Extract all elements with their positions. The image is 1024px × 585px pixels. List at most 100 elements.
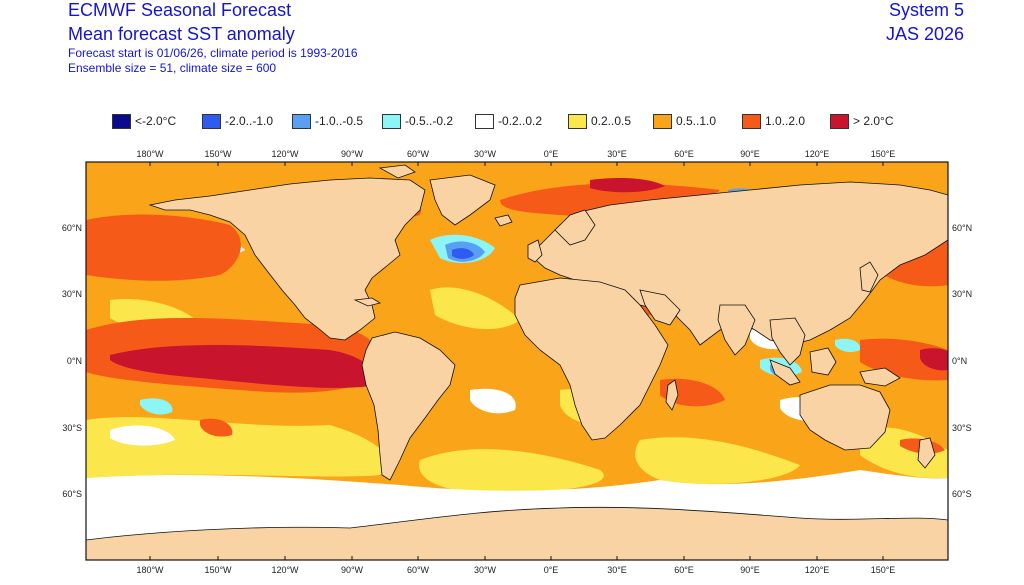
sumatra: [769, 359, 801, 386]
lon-label: 120°W: [271, 149, 299, 159]
legend-item: -0.5..-0.2: [382, 112, 453, 130]
lon-label: 150°E: [871, 149, 896, 159]
lat-label: 0°N: [67, 356, 82, 366]
legend-label: -1.0..-0.5: [315, 114, 364, 128]
japan: [859, 261, 879, 293]
legend-item: <-2.0°C: [112, 112, 176, 130]
borneo: [809, 347, 837, 376]
legend-label: > 2.0°C: [853, 114, 894, 128]
anomaly-neg-2.0-1.0: [452, 248, 474, 259]
lon-label: 0°E: [544, 149, 559, 159]
legend-label: -2.0..-1.0: [225, 114, 274, 128]
lon-label: 90°E: [740, 149, 760, 159]
legend-item: -0.2..0.2: [475, 112, 542, 130]
bottom-ticks: [149, 556, 884, 560]
legend-swatch: [830, 113, 849, 129]
australia: [799, 384, 891, 451]
lon-label: 30°W: [474, 565, 497, 575]
lon-label: 90°W: [341, 565, 364, 575]
lat-labels-right: 60°N 30°N 0°N 30°S 60°S: [952, 223, 972, 499]
legend-label: 0.2..0.5: [591, 114, 632, 128]
lon-labels-top: 180°W 150°W 120°W 90°W 60°W 30°W 0°E 30°…: [136, 149, 895, 159]
lon-label: 150°E: [871, 565, 896, 575]
legend-label: -0.2..0.2: [498, 114, 543, 128]
legend-item: -1.0..-0.5: [292, 112, 363, 130]
legend-swatch: [292, 113, 311, 129]
lon-label: 30°W: [474, 149, 497, 159]
legend-item: 0.5..1.0: [653, 112, 716, 130]
legend-item: -2.0..-1.0: [202, 112, 273, 130]
lat-label: 30°N: [62, 289, 82, 299]
legend-label: <-2.0°C: [135, 114, 177, 128]
period-label: JAS 2026: [885, 24, 964, 44]
legend-swatch: [112, 113, 131, 129]
lon-label: 0°E: [544, 565, 559, 575]
legend-item: 0.2..0.5: [568, 112, 631, 130]
lon-label: 60°E: [674, 565, 694, 575]
lon-label: 90°W: [341, 149, 364, 159]
lat-label: 60°N: [62, 223, 82, 233]
legend-swatch: [475, 113, 494, 129]
map-frame: [85, 161, 949, 561]
lat-label: 0°N: [952, 356, 967, 366]
anomaly-above-2.0: [110, 178, 948, 388]
new-guinea: [859, 367, 901, 387]
legend-swatch: [382, 113, 401, 129]
lat-labels-left: 60°N 30°N 0°N 30°S 60°S: [62, 223, 82, 499]
lon-label: 60°W: [407, 149, 430, 159]
lon-label: 120°E: [805, 565, 830, 575]
southeast-asia: [769, 317, 806, 366]
india: [717, 304, 756, 356]
lon-label: 60°W: [407, 565, 430, 575]
lon-labels-bottom: 180°W 150°W 120°W 90°W 60°W 30°W 0°E 30°…: [136, 565, 895, 575]
page-title: ECMWF Seasonal Forecast: [68, 0, 292, 20]
legend-label: 0.5..1.0: [676, 114, 717, 128]
lat-label: 30°S: [62, 423, 82, 433]
legend-item: 1.0..2.0: [742, 112, 805, 130]
land-masses: [86, 164, 948, 560]
lat-label: 60°N: [952, 223, 972, 233]
legend-label: 1.0..2.0: [765, 114, 806, 128]
lat-label: 60°S: [62, 489, 82, 499]
legend-label: -0.5..-0.2: [405, 114, 454, 128]
arabia: [639, 289, 681, 326]
lat-label: 60°S: [952, 489, 972, 499]
system-block: System 5 JAS 2026: [886, 0, 964, 46]
british-isles: [527, 239, 543, 263]
arctic-islands: [378, 164, 416, 179]
south-america: [361, 331, 456, 481]
lon-label: 180°W: [136, 149, 164, 159]
lat-label: 30°S: [952, 423, 972, 433]
africa: [514, 277, 669, 441]
system-label: System 5: [888, 0, 964, 20]
ensemble-info: Ensemble size = 51, climate size = 600: [68, 61, 277, 75]
top-ticks: [149, 162, 884, 166]
lat-label: 30°N: [952, 289, 972, 299]
legend-swatch: [202, 113, 221, 129]
lon-label: 120°E: [805, 149, 830, 159]
new-zealand: [917, 437, 936, 469]
map-area: [86, 162, 948, 560]
scandinavia: [554, 209, 596, 246]
forecast-info: Forecast start is 01/06/26, climate peri…: [68, 46, 358, 60]
madagascar: [665, 379, 679, 411]
lon-label: 150°W: [204, 565, 232, 575]
lon-label: 120°W: [271, 565, 299, 575]
lon-label: 60°E: [674, 149, 694, 159]
antarctica: [86, 506, 948, 560]
title-block: ECMWF Seasonal Forecast Mean forecast SS…: [68, 0, 358, 76]
lon-label: 90°E: [740, 565, 760, 575]
lon-label: 180°W: [136, 565, 164, 575]
greenland: [429, 174, 496, 226]
iceland: [494, 214, 513, 227]
lon-label: 30°E: [607, 149, 627, 159]
page-subtitle: Mean forecast SST anomaly: [68, 24, 295, 44]
legend-swatch: [568, 113, 587, 129]
legend-swatch: [653, 113, 672, 129]
lon-label: 30°E: [607, 565, 627, 575]
cuba: [353, 297, 382, 307]
legend-item: > 2.0°C: [830, 112, 894, 130]
lon-label: 150°W: [204, 149, 232, 159]
legend-swatch: [742, 113, 761, 129]
